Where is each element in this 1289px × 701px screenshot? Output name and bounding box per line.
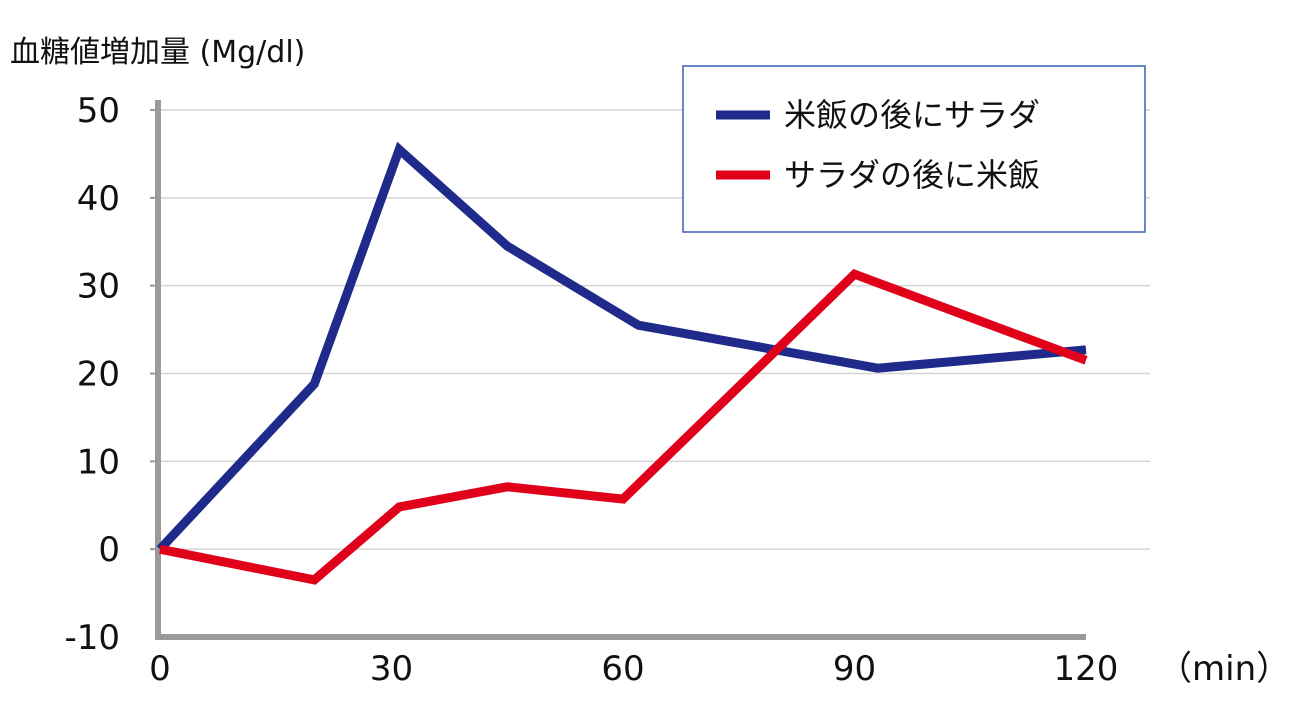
x-tick-label: 90 bbox=[833, 649, 876, 689]
series-layer bbox=[156, 141, 1088, 585]
y-tick-label: 50 bbox=[77, 91, 120, 131]
legend-label: 米飯の後にサラダ bbox=[784, 96, 1040, 134]
legend-label: サラダの後に米飯 bbox=[784, 156, 1040, 194]
x-tick-label: 0 bbox=[149, 649, 171, 689]
legend-box bbox=[682, 65, 1146, 233]
x-tick-labels: 0 30 60 90 120 bbox=[149, 649, 1118, 689]
series-line-1 bbox=[156, 141, 1087, 553]
y-tick-label: 40 bbox=[77, 179, 120, 219]
x-axis-title: （min） bbox=[1158, 649, 1289, 689]
y-tick-label: 30 bbox=[77, 267, 120, 307]
y-tick-label: 20 bbox=[77, 355, 120, 395]
gridlines bbox=[150, 109, 1150, 551]
series-line-2 bbox=[159, 268, 1088, 585]
y-tick-label: 10 bbox=[77, 442, 120, 482]
x-tick-label: 30 bbox=[370, 649, 413, 689]
axes bbox=[155, 100, 1086, 640]
x-tick-label: 120 bbox=[1054, 649, 1119, 689]
y-tick-label: -10 bbox=[64, 618, 120, 658]
x-tick-label: 60 bbox=[601, 649, 644, 689]
y-tick-label: 0 bbox=[98, 530, 120, 570]
y-tick-labels: 50 40 30 20 10 0 -10 bbox=[64, 91, 120, 658]
y-axis-title: 血糖値増加量 (Mg/dl) bbox=[10, 35, 305, 70]
